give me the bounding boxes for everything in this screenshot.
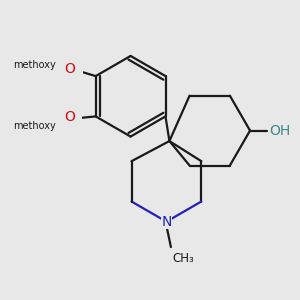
Text: methoxy: methoxy bbox=[14, 59, 56, 70]
Text: O: O bbox=[64, 110, 75, 124]
Text: O: O bbox=[65, 62, 76, 76]
Text: CH₃: CH₃ bbox=[172, 252, 194, 266]
Text: methoxy: methoxy bbox=[13, 121, 56, 131]
Text: OH: OH bbox=[269, 124, 291, 138]
Text: N: N bbox=[161, 215, 172, 229]
